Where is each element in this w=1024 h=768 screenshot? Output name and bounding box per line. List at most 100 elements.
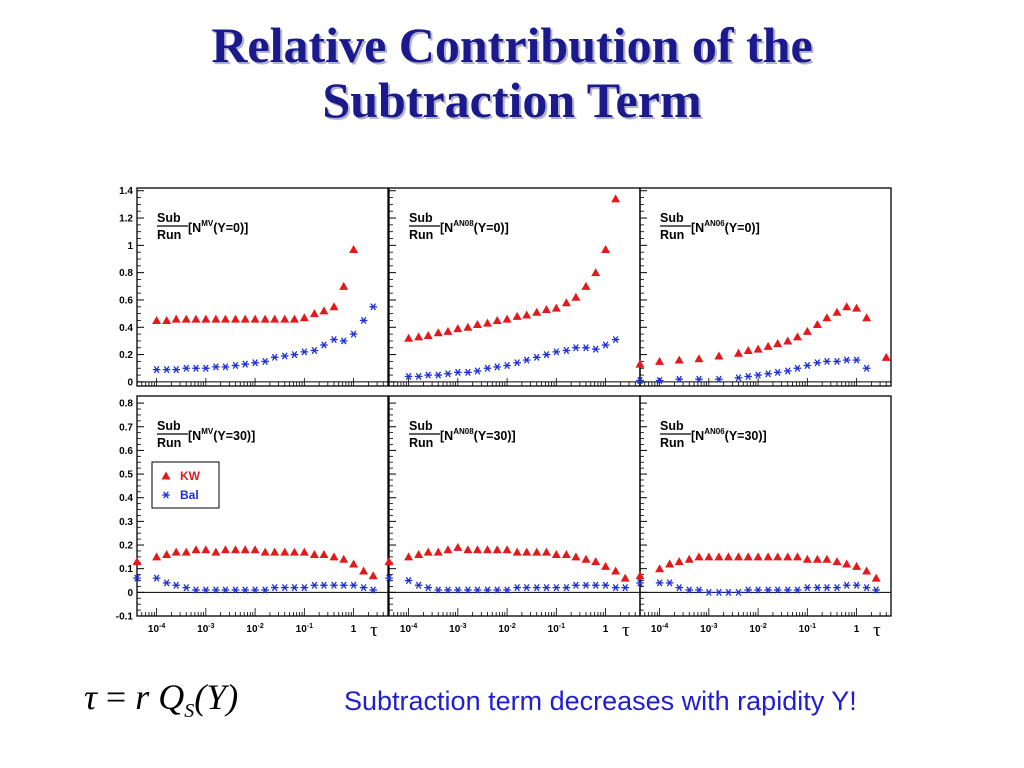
bal-point	[611, 335, 620, 344]
x-tick-label: 1	[603, 624, 609, 635]
panel-label: [NAN06(Y=0)]	[691, 219, 760, 235]
bal-point	[330, 581, 338, 589]
bal-point	[823, 357, 831, 366]
x-tick-label: 10-3	[700, 623, 717, 635]
y-tick-label: 1	[127, 241, 133, 252]
ratio-denominator: Run	[157, 436, 181, 450]
kw-point	[522, 547, 532, 556]
kw-point	[512, 547, 522, 556]
bal-point	[310, 346, 319, 355]
bal-point	[744, 586, 753, 594]
series-kw	[132, 545, 378, 580]
bal-point	[542, 350, 551, 359]
x-axis-tau-label: τ	[622, 620, 630, 641]
kw-point	[220, 545, 230, 554]
bal-point	[359, 584, 368, 592]
bal-point	[532, 353, 541, 361]
kw-point	[822, 313, 832, 322]
kw-point	[368, 571, 378, 580]
series-bal	[133, 574, 377, 594]
kw-point	[620, 573, 630, 582]
kw-point	[211, 314, 221, 323]
legend: KW Bal	[151, 461, 220, 509]
y-tick-label: 0.8	[119, 268, 133, 279]
bal-point	[404, 372, 413, 381]
bal-point	[522, 356, 531, 364]
series-kw	[152, 244, 359, 324]
bal-point	[241, 586, 250, 594]
bal-point	[473, 586, 482, 594]
kw-point	[433, 547, 443, 556]
bal-point	[793, 586, 802, 594]
bal-point	[842, 581, 851, 589]
kw-point	[240, 545, 250, 554]
bal-point	[339, 581, 348, 589]
y-tick-label: 0.7	[119, 422, 133, 433]
kw-point	[665, 559, 675, 568]
kw-point	[443, 326, 453, 335]
bal-point	[483, 364, 492, 372]
panel-label: [NMV(Y=0)]	[188, 219, 248, 235]
kw-point	[472, 545, 482, 554]
bal-point	[280, 352, 289, 360]
x-tick-label: 10-4	[148, 623, 165, 635]
bal-point	[231, 361, 240, 370]
kw-point	[162, 315, 172, 324]
formula-arg: (Y)	[194, 677, 239, 717]
bal-point	[261, 357, 269, 366]
kw-point	[881, 352, 891, 361]
kw-point	[472, 320, 482, 329]
series-bal	[385, 574, 629, 594]
kw-point	[319, 549, 329, 558]
kw-point	[423, 547, 433, 556]
bal-point	[813, 584, 822, 592]
kw-point	[733, 348, 743, 357]
kw-point	[453, 542, 463, 551]
kw-point	[773, 339, 783, 348]
kw-point	[482, 318, 492, 327]
ratio-denominator: Run	[409, 436, 433, 450]
bal-point	[359, 316, 368, 325]
x-tick-label: 10-4	[400, 623, 417, 635]
bal-point	[685, 586, 694, 594]
kw-point	[329, 552, 339, 561]
bal-point	[562, 584, 571, 592]
bal-point	[636, 376, 644, 385]
series-kw	[404, 194, 621, 342]
kw-point	[763, 341, 773, 350]
bal-point	[783, 586, 792, 594]
x-tick-label: 10-1	[548, 623, 565, 635]
bal-point	[655, 579, 664, 587]
bal-point	[852, 356, 861, 364]
kw-point	[832, 557, 842, 566]
panel-frame	[136, 395, 389, 617]
formula-equals: =	[96, 677, 136, 717]
bal-point	[636, 579, 644, 587]
bal-point	[320, 581, 328, 589]
bal-point	[212, 586, 220, 594]
x-tick-label: 10-3	[197, 623, 214, 635]
bal-point	[192, 586, 200, 594]
bal-point	[182, 364, 191, 372]
kw-point	[201, 545, 211, 554]
bal-point	[695, 375, 703, 383]
x-tick-label: 1	[854, 624, 860, 635]
bal-point	[793, 364, 802, 372]
bal-point	[414, 372, 423, 381]
bal-point	[715, 375, 723, 383]
kw-point	[280, 547, 290, 556]
kw-point	[743, 552, 753, 561]
ratio-numerator: Sub	[660, 211, 684, 225]
kw-point	[871, 573, 881, 582]
kw-point	[842, 302, 852, 311]
kw-point	[852, 561, 862, 570]
kw-point	[250, 314, 260, 323]
kw-point	[502, 545, 512, 554]
bal-point	[290, 584, 299, 592]
y-tick-label: 0.8	[119, 399, 133, 410]
bal-point	[290, 350, 299, 359]
kw-point	[802, 326, 812, 335]
bal-point	[552, 348, 561, 356]
bal-point	[473, 367, 482, 375]
